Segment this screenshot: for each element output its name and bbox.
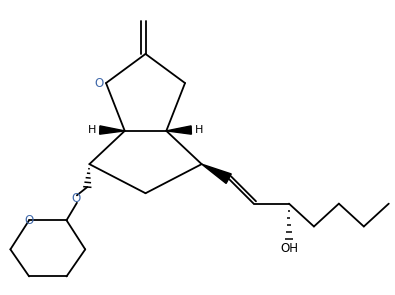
Text: H: H	[195, 125, 203, 135]
Text: H: H	[88, 125, 96, 135]
Text: O: O	[71, 192, 81, 205]
Text: OH: OH	[280, 242, 298, 255]
Polygon shape	[100, 126, 125, 134]
Text: O: O	[94, 77, 103, 90]
Text: O: O	[24, 214, 34, 227]
Polygon shape	[202, 164, 231, 183]
Polygon shape	[166, 126, 192, 134]
